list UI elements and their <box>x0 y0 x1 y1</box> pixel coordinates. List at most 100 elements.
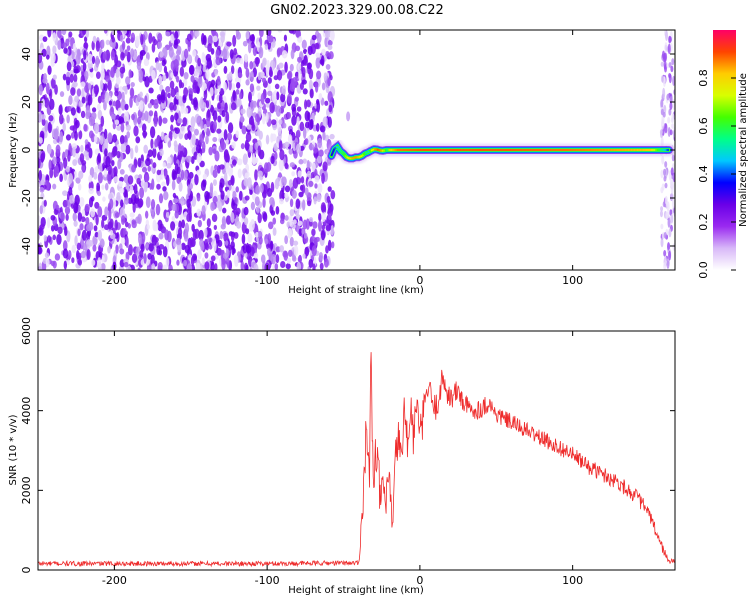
noise-cell <box>175 92 180 100</box>
noise-cell <box>66 114 70 124</box>
signal-trace-segment <box>352 156 355 160</box>
noise-cell <box>261 113 266 125</box>
noise-cell <box>69 194 75 204</box>
noise-cell <box>47 235 52 243</box>
noise-cell <box>149 126 156 139</box>
noise-cell <box>250 201 255 211</box>
noise-cell <box>232 248 236 254</box>
noise-cell <box>50 225 55 232</box>
noise-cell <box>95 214 99 226</box>
noise-cell <box>178 95 183 106</box>
noise-cell <box>660 237 664 248</box>
noise-cell <box>171 179 176 191</box>
noise-cell <box>312 221 318 229</box>
signal-trace-segment <box>341 151 345 155</box>
noise-cell <box>274 263 279 270</box>
noise-cell <box>298 191 304 198</box>
noise-cell <box>125 76 131 85</box>
noise-cell <box>198 229 204 241</box>
noise-cell <box>241 233 246 245</box>
noise-cell <box>70 132 75 139</box>
noise-cell <box>76 88 82 97</box>
noise-cell <box>291 171 296 177</box>
noise-cell <box>62 240 68 251</box>
noise-cell <box>66 105 72 112</box>
noise-cell <box>302 127 307 139</box>
snr-plot-area <box>38 331 675 570</box>
noise-cell <box>672 129 675 138</box>
noise-cell <box>659 129 663 135</box>
noise-cell <box>257 71 262 81</box>
noise-cell <box>289 63 294 72</box>
noise-cell <box>250 218 255 231</box>
noise-cell <box>117 158 122 170</box>
noise-cell <box>311 245 317 257</box>
noise-cell <box>120 237 126 245</box>
colorbar-tick-label: 0.2 <box>697 213 710 231</box>
noise-cell <box>660 223 664 230</box>
noise-cell <box>131 220 137 229</box>
noise-cell <box>153 99 159 106</box>
noise-cell <box>41 48 47 57</box>
noise-cell <box>80 81 86 88</box>
noise-cell <box>278 130 282 141</box>
noise-cell <box>156 245 161 256</box>
noise-cell <box>208 146 213 156</box>
noise-cell <box>40 114 46 120</box>
noise-cell <box>129 184 134 195</box>
noise-cell <box>284 61 288 73</box>
noise-cell <box>283 34 288 42</box>
noise-cell <box>321 48 326 56</box>
noise-cell <box>39 187 45 193</box>
noise-cell <box>77 228 81 237</box>
noise-cell <box>669 95 673 103</box>
noise-cell <box>158 95 163 105</box>
noise-cell <box>124 103 129 111</box>
noise-cell <box>173 140 178 148</box>
noise-cell <box>151 263 156 270</box>
noise-cell <box>157 41 163 49</box>
noise-cell <box>223 150 230 162</box>
noise-cell <box>242 153 248 166</box>
noise-cell <box>308 180 314 188</box>
noise-cell <box>258 46 264 59</box>
noise-cell <box>153 39 158 46</box>
noise-cell <box>47 121 52 134</box>
noise-cell <box>137 116 142 125</box>
noise-cell <box>241 125 247 135</box>
noise-cell <box>38 181 41 191</box>
noise-cell <box>186 33 192 42</box>
noise-cell <box>223 65 228 74</box>
snr-y-tick-label: 2000 <box>20 476 33 504</box>
noise-cell <box>201 205 206 216</box>
colorbar-tick-label: 0.6 <box>697 117 710 135</box>
noise-cell <box>223 129 228 141</box>
noise-cell <box>235 30 240 38</box>
noise-cell <box>662 201 666 208</box>
noise-cell <box>48 159 52 171</box>
noise-cell <box>328 51 334 60</box>
noise-cell <box>230 83 236 91</box>
noise-cell <box>309 88 314 99</box>
noise-cell <box>124 86 128 95</box>
noise-cell <box>260 254 266 264</box>
noise-cell <box>96 182 101 192</box>
noise-cell <box>189 236 194 248</box>
noise-cell <box>68 173 74 184</box>
noise-cell <box>248 91 252 103</box>
noise-cell <box>284 192 289 199</box>
noise-cell <box>204 190 210 200</box>
noise-cell <box>101 184 105 190</box>
noise-cell <box>119 248 125 255</box>
noise-cell <box>306 99 311 108</box>
noise-cell <box>179 66 185 77</box>
noise-cell <box>201 257 205 266</box>
noise-cell <box>671 154 675 162</box>
noise-cell <box>52 156 57 165</box>
snr-x-tick-label: -100 <box>255 574 280 587</box>
noise-cell <box>243 177 249 187</box>
noise-cell <box>161 181 166 187</box>
noise-cell <box>104 91 110 104</box>
